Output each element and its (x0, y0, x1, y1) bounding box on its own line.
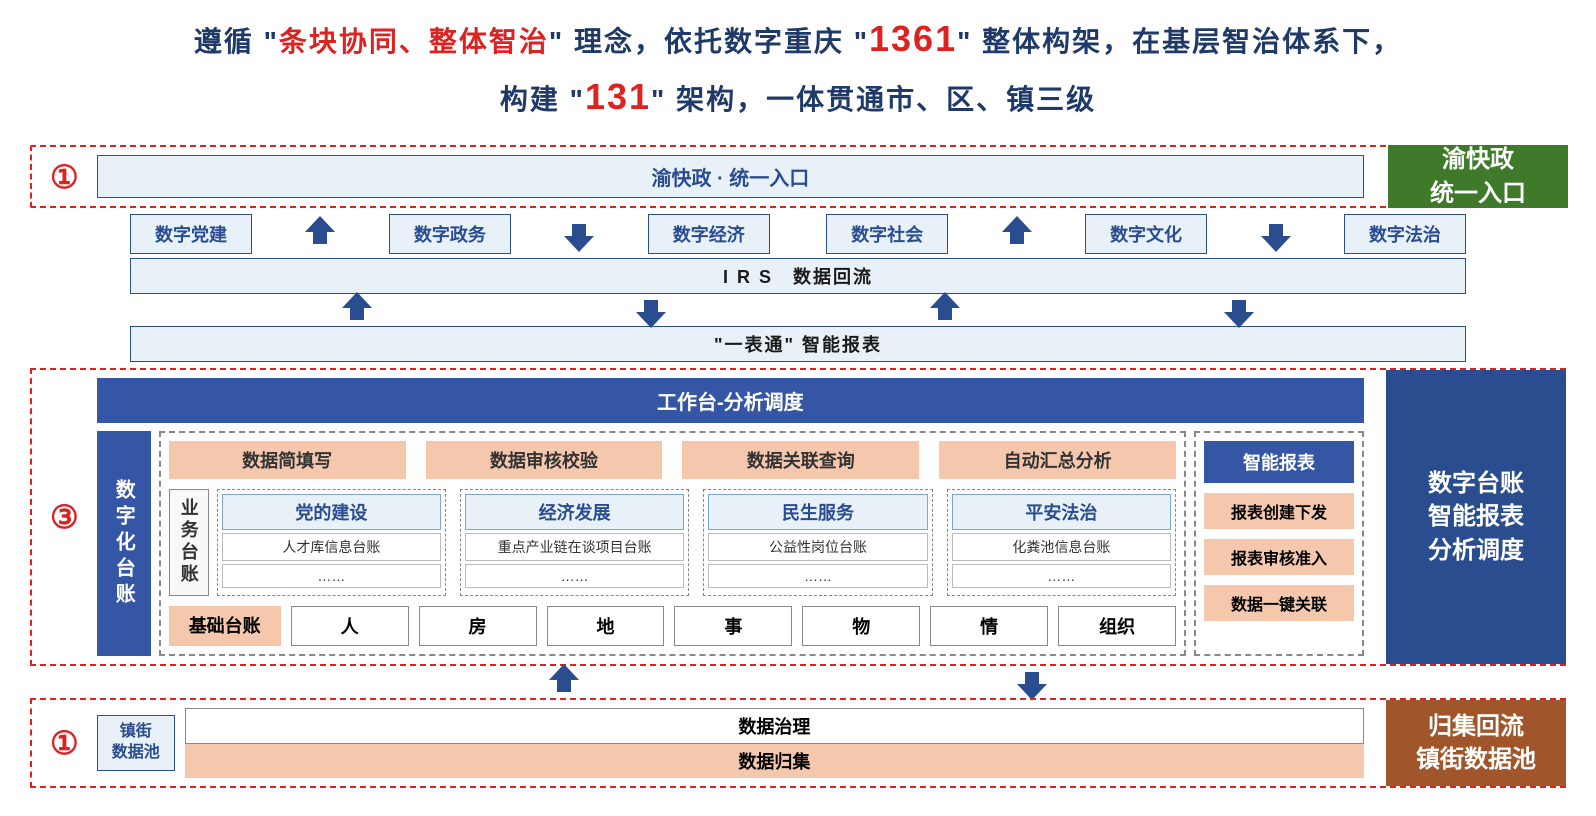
base-item: 房 (419, 606, 537, 646)
digit-box: 数字政务 (389, 214, 511, 254)
arrow-up-icon (1005, 214, 1029, 254)
title-num1: 1361 (869, 18, 957, 59)
base-row: 基础台账 人 房 地 事 物 情 组织 (169, 606, 1176, 646)
title-pre1: 遵循 " (194, 26, 279, 57)
biz-item: 重点产业链在谈项目台账 (465, 533, 684, 561)
base-item: 地 (547, 606, 665, 646)
arrow-down-icon (1264, 214, 1288, 254)
biz-ledger-label: 业务台账 (169, 489, 209, 596)
biz-item: …… (708, 564, 927, 588)
biz-head: 经济发展 (465, 494, 684, 530)
data-pool-box: 镇街 数据池 (97, 715, 175, 771)
rp-item: 报表创建下发 (1204, 493, 1354, 529)
digit-box: 数字文化 (1085, 214, 1207, 254)
bottom-arrows (330, 670, 1266, 694)
biz-cols: 党的建设 人才库信息台账 …… 经济发展 重点产业链在谈项目台账 …… 民生服务… (217, 489, 1176, 596)
biz-item: …… (222, 564, 441, 588)
bottom-stack: 数据治理 数据归集 (185, 708, 1364, 778)
arrow-down-icon (567, 214, 591, 254)
func-box: 数据简填写 (169, 441, 406, 479)
func-box: 自动汇总分析 (939, 441, 1176, 479)
digit-box: 数字党建 (130, 214, 252, 254)
func-box: 数据审核校验 (426, 441, 663, 479)
digit-box: 数字社会 (826, 214, 948, 254)
biz-col: 党的建设 人才库信息台账 …… (217, 489, 446, 596)
title-line-1: 遵循 "条块协同、整体智治" 理念，依托数字重庆 "1361" 整体构架，在基层… (30, 10, 1566, 68)
arrow-up-icon (933, 298, 957, 322)
biz-item: 化粪池信息台账 (952, 533, 1171, 561)
arrows-mid (210, 298, 1386, 322)
section-3-tag: 数字台账 智能报表 分析调度 (1386, 370, 1566, 664)
data-govern-bar: 数据治理 (185, 708, 1364, 744)
digit-box: 数字经济 (648, 214, 770, 254)
data-collect-bar: 数据归集 (185, 744, 1364, 778)
title-post1: " 整体构架，在基层智治体系下， (957, 26, 1402, 57)
center-column: 数据简填写 数据审核校验 数据关联查询 自动汇总分析 业务台账 党的建设 人才库… (159, 431, 1186, 656)
unified-entry-bar: 渝快政 · 统一入口 (97, 155, 1364, 198)
arrow-down-icon (639, 298, 663, 322)
right-panel: 智能报表 报表创建下发 报表审核准入 数据一键关联 (1194, 431, 1364, 656)
arrow-down-icon (1020, 670, 1044, 694)
title-concept: 条块协同、整体智治 (279, 26, 549, 57)
arrow-up-icon (552, 670, 576, 694)
arrow-up-icon (345, 298, 369, 322)
biz-item: …… (465, 564, 684, 588)
report-bar: "一表通" 智能报表 (130, 326, 1466, 362)
irs-bar: I R S 数据回流 (130, 258, 1466, 294)
biz-head: 民生服务 (708, 494, 927, 530)
title-line-2: 构建 "131" 架构，一体贯通市、区、镇三级 (30, 68, 1566, 126)
section-bottom: ① 镇街 数据池 数据治理 数据归集 归集回流 镇街数据池 (30, 698, 1566, 788)
title-mid1: " 理念，依托数字重庆 " (549, 26, 869, 57)
workbench-header: 工作台-分析调度 (97, 378, 1364, 423)
rp-item: 报表审核准入 (1204, 539, 1354, 575)
section-bottom-tag: 归集回流 镇街数据池 (1386, 700, 1566, 786)
section-1: ① 渝快政 · 统一入口 渝快政 统一入口 (30, 145, 1566, 208)
base-item: 情 (930, 606, 1048, 646)
biz-head: 平安法治 (952, 494, 1171, 530)
biz-row: 业务台账 党的建设 人才库信息台账 …… 经济发展 重点产业链在谈项目台账 …… (169, 489, 1176, 596)
section-3: ③ 工作台-分析调度 数字化台账 数据简填写 数据审核校验 数据关联查询 自动汇… (30, 368, 1566, 666)
title-post2: " 架构，一体贯通市、区、镇三级 (651, 84, 1096, 115)
title-block: 遵循 "条块协同、整体智治" 理念，依托数字重庆 "1361" 整体构架，在基层… (30, 10, 1566, 125)
main-row: 数字化台账 数据简填写 数据审核校验 数据关联查询 自动汇总分析 业务台账 党的… (97, 431, 1364, 656)
base-item: 事 (674, 606, 792, 646)
digit-row: 数字党建 数字政务 数字经济 数字社会 数字文化 数字法治 (130, 214, 1466, 254)
base-ledger-label: 基础台账 (169, 606, 281, 646)
section-bottom-num: ① (50, 724, 79, 762)
base-item: 人 (291, 606, 409, 646)
section-3-body: 工作台-分析调度 数字化台账 数据简填写 数据审核校验 数据关联查询 自动汇总分… (97, 378, 1364, 656)
biz-col: 民生服务 公益性岗位台账 …… (703, 489, 932, 596)
arrow-up-icon (308, 214, 332, 254)
section-1-num: ① (50, 158, 79, 196)
biz-col: 经济发展 重点产业链在谈项目台账 …… (460, 489, 689, 596)
func-box: 数据关联查询 (682, 441, 919, 479)
arrow-down-icon (1227, 298, 1251, 322)
biz-head: 党的建设 (222, 494, 441, 530)
biz-item: …… (952, 564, 1171, 588)
base-item: 物 (802, 606, 920, 646)
biz-item: 人才库信息台账 (222, 533, 441, 561)
section-1-box: ① 渝快政 · 统一入口 (30, 145, 1566, 208)
func-row: 数据简填写 数据审核校验 数据关联查询 自动汇总分析 (169, 441, 1176, 479)
title-num2: 131 (585, 76, 651, 117)
section-1-tag: 渝快政 统一入口 (1388, 145, 1568, 208)
base-item: 组织 (1058, 606, 1176, 646)
section-3-num: ③ (50, 498, 79, 536)
rp-item: 数据一键关联 (1204, 585, 1354, 621)
smart-report-head: 智能报表 (1204, 441, 1354, 483)
title-pre2: 构建 " (500, 84, 585, 115)
biz-col: 平安法治 化粪池信息台账 …… (947, 489, 1176, 596)
biz-item: 公益性岗位台账 (708, 533, 927, 561)
digit-box: 数字法治 (1344, 214, 1466, 254)
digital-ledger-label: 数字化台账 (97, 431, 151, 656)
